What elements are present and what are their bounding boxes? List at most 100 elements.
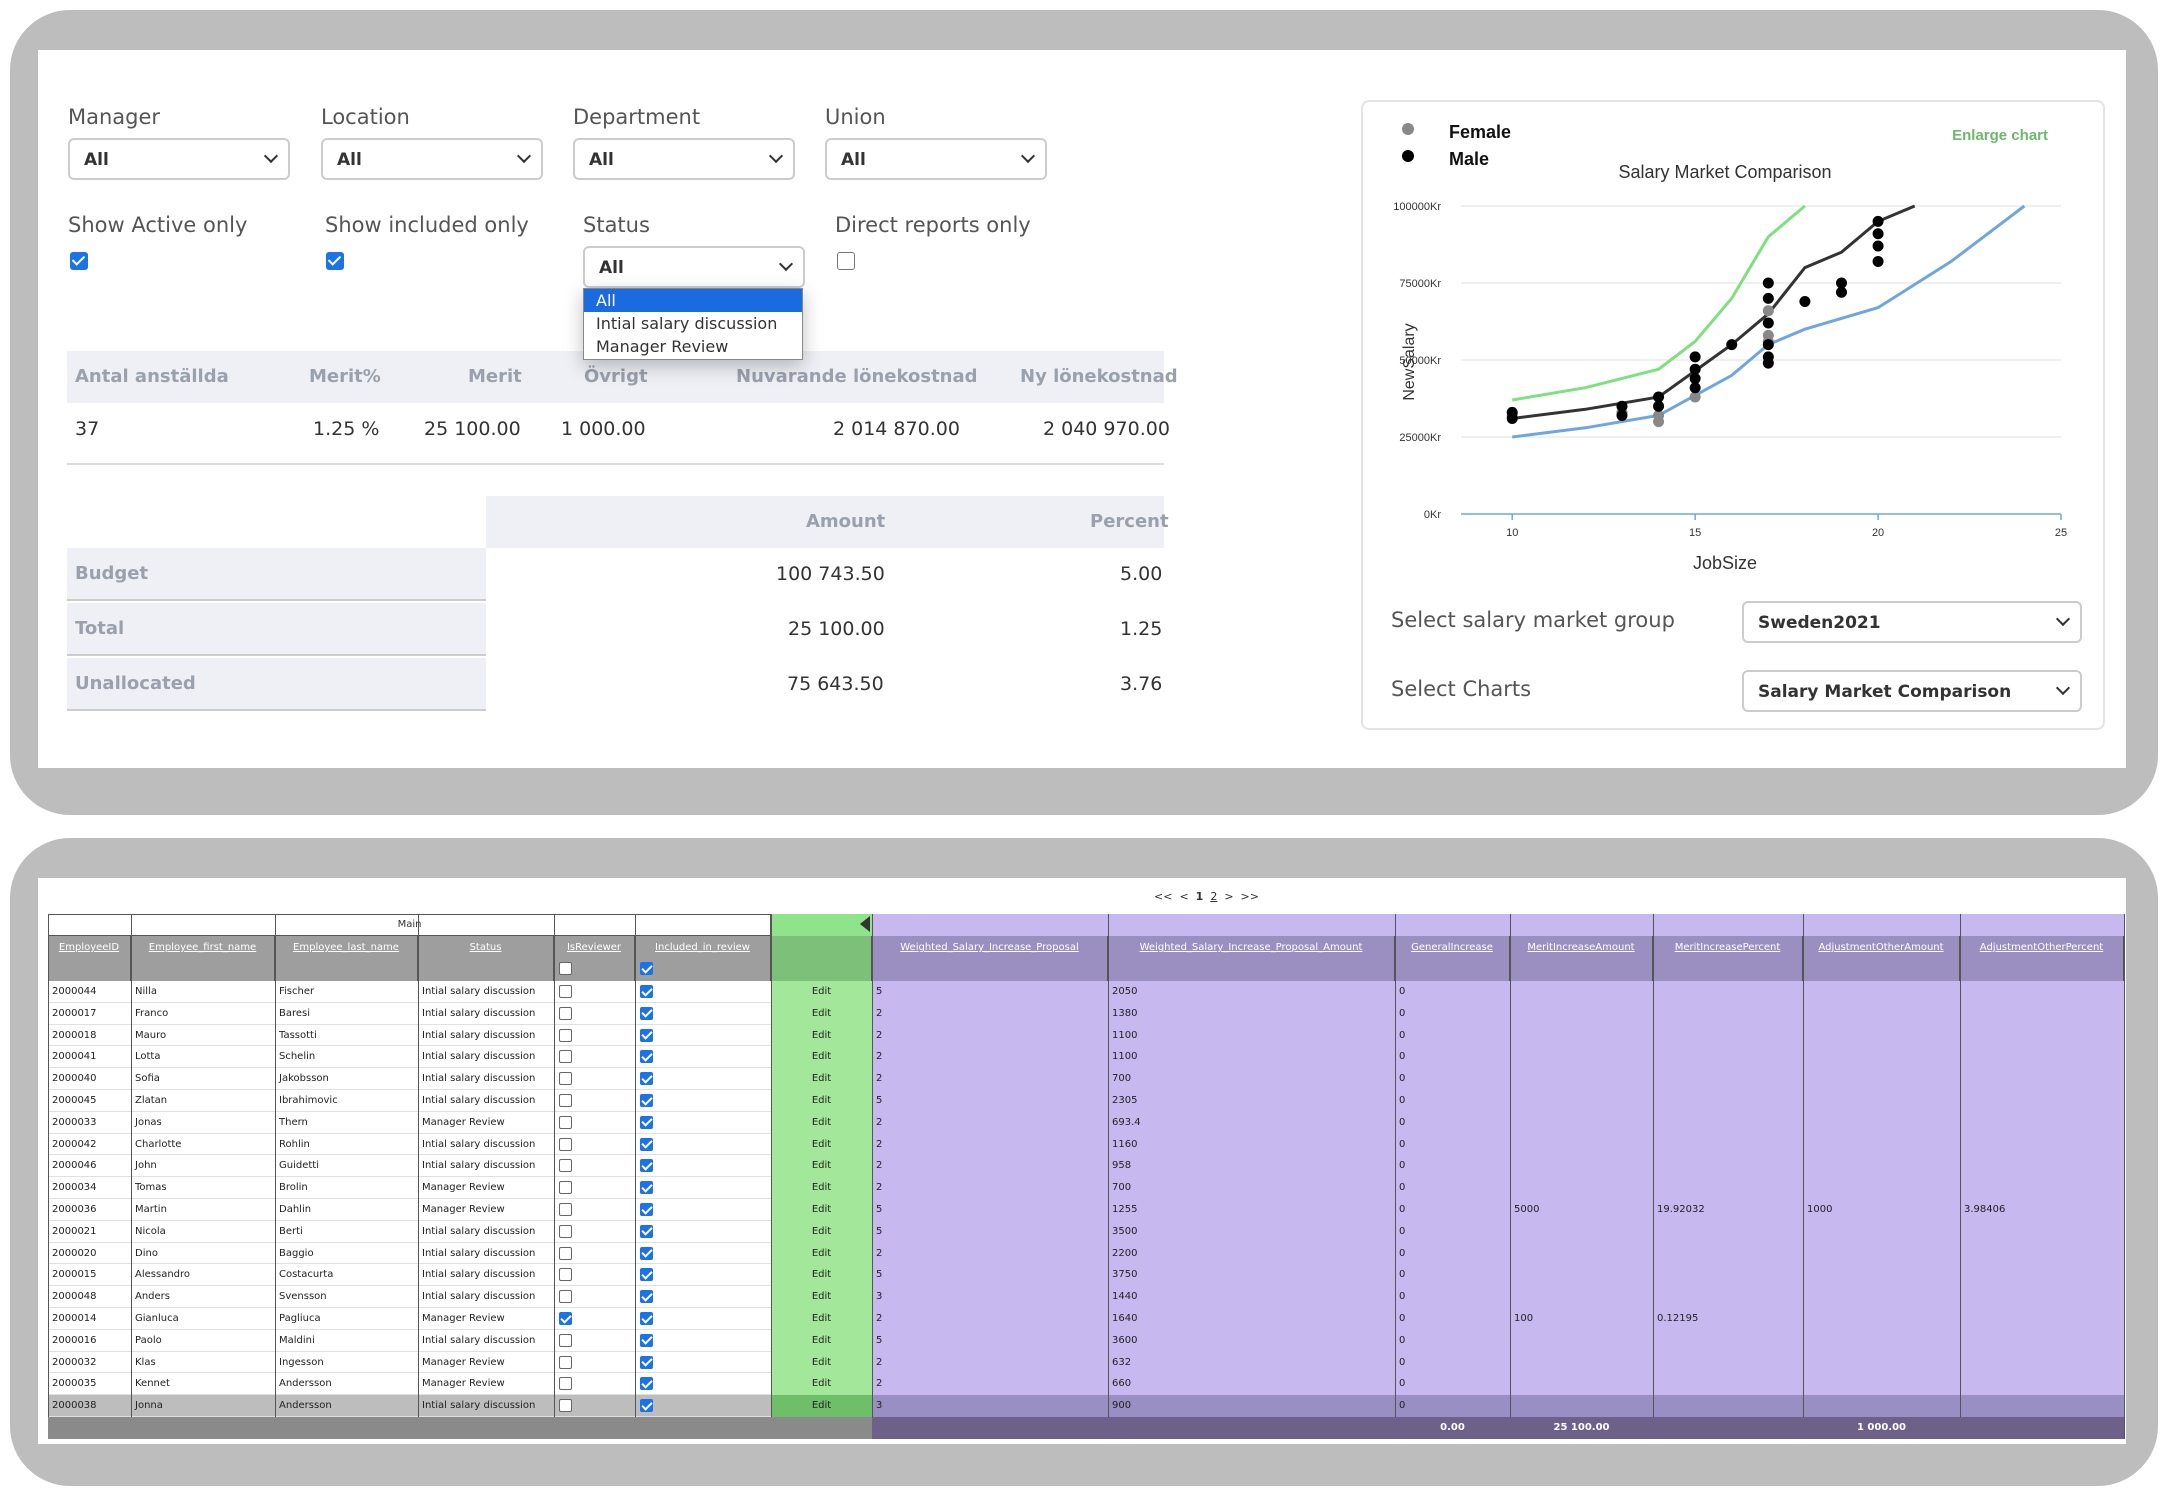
included-checkbox[interactable] bbox=[640, 1312, 653, 1325]
pager-prev[interactable]: < bbox=[1179, 890, 1189, 903]
status-select[interactable]: All bbox=[583, 246, 805, 288]
department-select[interactable]: All bbox=[573, 138, 795, 180]
included-checkbox[interactable] bbox=[640, 1377, 653, 1391]
table-row[interactable] bbox=[48, 1351, 771, 1374]
edit-button[interactable]: Edit bbox=[811, 1138, 832, 1150]
status-option[interactable]: All bbox=[584, 289, 802, 312]
location-select[interactable]: All bbox=[321, 138, 543, 180]
pager-page-1[interactable]: 1 bbox=[1195, 890, 1204, 903]
status-option[interactable]: Manager Review bbox=[596, 337, 729, 356]
edit-button[interactable]: Edit bbox=[811, 1313, 832, 1324]
included-checkbox[interactable] bbox=[640, 1290, 653, 1304]
isreviewer-checkbox[interactable] bbox=[559, 1355, 572, 1369]
included-checkbox[interactable] bbox=[640, 1333, 653, 1347]
edit-button[interactable]: Edit bbox=[811, 1029, 832, 1041]
isreviewer-checkbox[interactable] bbox=[559, 1333, 572, 1347]
included-checkbox[interactable] bbox=[640, 1181, 653, 1195]
table-row[interactable] bbox=[48, 1286, 771, 1308]
column-header[interactable]: Weighted_Salary_Increase_Proposal bbox=[872, 936, 1108, 981]
market-group-select[interactable]: Sweden2021 bbox=[1742, 601, 2082, 643]
included-checkbox[interactable] bbox=[640, 1268, 653, 1282]
isreviewer-checkbox[interactable] bbox=[559, 1094, 572, 1107]
legend-male[interactable]: Male bbox=[1449, 149, 1489, 169]
isreviewer-checkbox[interactable] bbox=[559, 1246, 572, 1260]
included-checkbox[interactable] bbox=[640, 1050, 653, 1064]
edit-button[interactable]: Edit bbox=[811, 1182, 832, 1194]
included-checkbox[interactable] bbox=[640, 1159, 653, 1173]
header-included-checkbox[interactable] bbox=[640, 962, 653, 975]
table-row[interactable] bbox=[48, 1220, 771, 1243]
edit-button[interactable]: Edit bbox=[811, 1204, 832, 1215]
edit-button[interactable]: Edit bbox=[811, 1334, 832, 1346]
table-row[interactable] bbox=[48, 1373, 771, 1396]
enlarge-chart-link[interactable]: Enlarge chart bbox=[1952, 127, 2048, 144]
included-checkbox[interactable] bbox=[640, 1094, 653, 1107]
column-header[interactable]: Status bbox=[418, 936, 554, 981]
table-row[interactable] bbox=[48, 1308, 771, 1330]
header-isreviewer-checkbox[interactable] bbox=[559, 962, 572, 975]
column-header[interactable]: MeritIncreasePercent bbox=[1653, 936, 1803, 981]
column-header[interactable]: Employee_first_name bbox=[131, 936, 275, 981]
column-header[interactable]: AdjustmentOtherPercent bbox=[1960, 936, 2124, 981]
table-row[interactable] bbox=[48, 1264, 771, 1287]
included-checkbox[interactable] bbox=[640, 985, 653, 998]
column-header[interactable]: IsReviewer bbox=[554, 936, 635, 981]
union-select[interactable]: All bbox=[825, 138, 1047, 180]
status-option[interactable]: Intial salary discussion bbox=[596, 314, 778, 333]
edit-button[interactable]: Edit bbox=[811, 1160, 832, 1172]
included-checkbox[interactable] bbox=[640, 1072, 653, 1086]
isreviewer-checkbox[interactable] bbox=[559, 1181, 572, 1195]
column-header[interactable]: Weighted_Salary_Increase_Proposal_Amount bbox=[1108, 936, 1395, 981]
column-header[interactable]: MeritIncreaseAmount bbox=[1510, 936, 1653, 981]
edit-button[interactable]: Edit bbox=[811, 1095, 832, 1106]
table-row[interactable] bbox=[48, 1068, 771, 1090]
edit-button[interactable]: Edit bbox=[811, 1400, 832, 1412]
pager-page-2[interactable]: 2 bbox=[1210, 890, 1218, 903]
edit-button[interactable]: Edit bbox=[811, 1291, 832, 1303]
table-row[interactable] bbox=[48, 1024, 771, 1047]
column-header[interactable] bbox=[771, 936, 872, 981]
column-header[interactable]: Employee_last_name bbox=[275, 936, 418, 981]
column-header[interactable]: GeneralIncrease bbox=[1395, 936, 1510, 981]
edit-button[interactable]: Edit bbox=[811, 1116, 832, 1128]
table-row[interactable] bbox=[48, 1199, 771, 1221]
isreviewer-checkbox[interactable] bbox=[559, 1312, 572, 1325]
edit-button[interactable]: Edit bbox=[811, 986, 832, 997]
pager-last[interactable]: >> bbox=[1240, 890, 1259, 903]
included-checkbox[interactable] bbox=[640, 1028, 653, 1042]
edit-button[interactable]: Edit bbox=[811, 1356, 832, 1368]
isreviewer-checkbox[interactable] bbox=[559, 985, 572, 998]
direct-reports-checkbox[interactable] bbox=[837, 252, 855, 270]
edit-button[interactable]: Edit bbox=[811, 1073, 832, 1085]
pager-next[interactable]: > bbox=[1224, 890, 1234, 903]
isreviewer-checkbox[interactable] bbox=[559, 1377, 572, 1391]
edit-button[interactable]: Edit bbox=[811, 1378, 832, 1390]
included-checkbox[interactable] bbox=[640, 1355, 653, 1369]
table-row[interactable] bbox=[48, 1395, 771, 1417]
isreviewer-checkbox[interactable] bbox=[559, 1028, 572, 1042]
show-included-checkbox[interactable] bbox=[326, 252, 344, 270]
edit-button[interactable]: Edit bbox=[811, 1269, 832, 1281]
charts-select[interactable]: Salary Market Comparison bbox=[1742, 670, 2082, 712]
legend-female[interactable]: Female bbox=[1449, 122, 1511, 142]
show-active-checkbox[interactable] bbox=[70, 252, 88, 270]
table-row[interactable] bbox=[48, 1155, 771, 1178]
pager-first[interactable]: << bbox=[1154, 890, 1173, 903]
table-row[interactable] bbox=[48, 1133, 771, 1156]
table-row[interactable] bbox=[48, 1177, 771, 1199]
isreviewer-checkbox[interactable] bbox=[559, 1006, 572, 1020]
edit-button[interactable]: Edit bbox=[811, 1051, 832, 1063]
isreviewer-checkbox[interactable] bbox=[559, 1159, 572, 1173]
table-row[interactable] bbox=[48, 1002, 771, 1025]
isreviewer-checkbox[interactable] bbox=[559, 1050, 572, 1064]
manager-select[interactable]: All bbox=[68, 138, 290, 180]
included-checkbox[interactable] bbox=[640, 1006, 653, 1020]
table-row[interactable] bbox=[48, 1111, 771, 1134]
edit-button[interactable]: Edit bbox=[811, 1247, 832, 1259]
included-checkbox[interactable] bbox=[640, 1246, 653, 1260]
edit-button[interactable]: Edit bbox=[811, 1007, 832, 1019]
column-header[interactable]: AdjustmentOtherAmount bbox=[1803, 936, 1960, 981]
isreviewer-checkbox[interactable] bbox=[559, 1203, 572, 1216]
included-checkbox[interactable] bbox=[640, 1137, 653, 1151]
isreviewer-checkbox[interactable] bbox=[559, 1268, 572, 1282]
